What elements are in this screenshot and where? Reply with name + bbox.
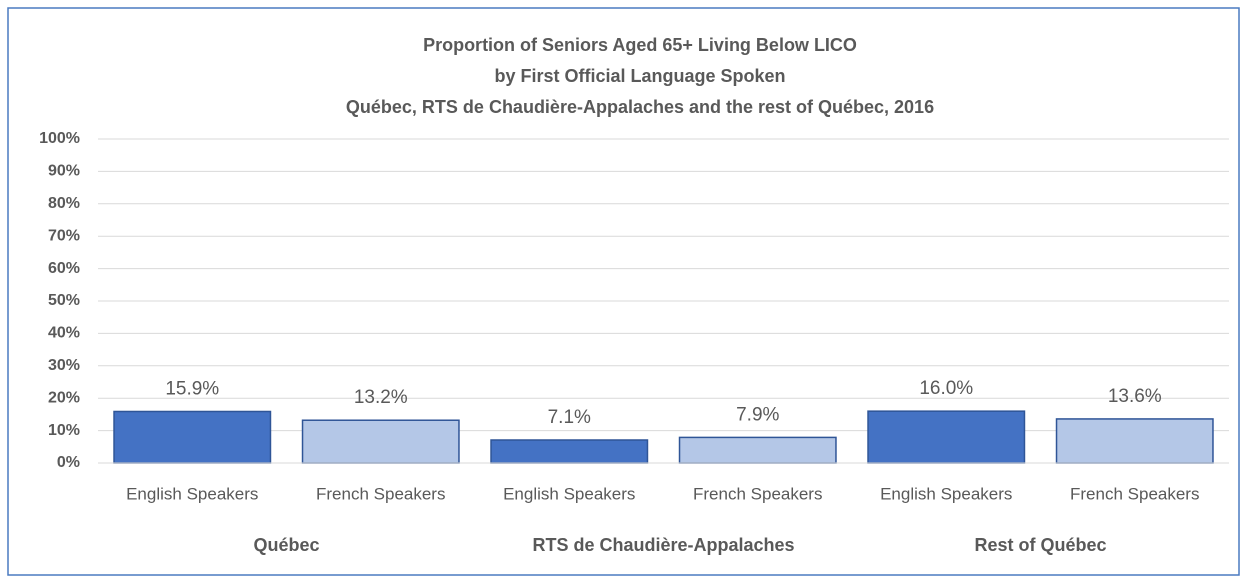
bar: [1055, 418, 1214, 464]
group-label: Québec: [253, 535, 319, 555]
y-tick-label: 10%: [48, 422, 80, 439]
data-label: 15.9%: [165, 378, 219, 399]
data-label: 13.6%: [1108, 386, 1162, 407]
group-label: Rest of Québec: [974, 535, 1106, 555]
bar: [867, 410, 1026, 464]
bar: [490, 439, 649, 464]
data-label: 7.9%: [736, 404, 779, 425]
y-tick-label: 40%: [48, 325, 80, 342]
y-tick-label: 0%: [57, 454, 80, 471]
y-tick-label: 80%: [48, 195, 80, 212]
bar: [678, 436, 837, 464]
chart-title: Proportion of Seniors Aged 65+ Living Be…: [423, 35, 857, 55]
x-tick-label: English Speakers: [126, 484, 258, 503]
frame: [7, 7, 1240, 576]
bar: [113, 410, 272, 464]
y-tick-label: 30%: [48, 357, 80, 374]
y-tick-label: 50%: [48, 292, 80, 309]
group-label: RTS de Chaudière-Appalaches: [532, 535, 794, 555]
data-label: 16.0%: [919, 378, 973, 399]
y-tick-label: 20%: [48, 389, 80, 406]
y-tick-label: 100%: [39, 130, 80, 147]
y-tick-label: 90%: [48, 163, 80, 180]
x-tick-label: English Speakers: [503, 484, 635, 503]
y-tick-label: 70%: [48, 227, 80, 244]
x-tick-label: French Speakers: [316, 484, 445, 503]
y-tick-label: 60%: [48, 260, 80, 277]
chart-title: by First Official Language Spoken: [494, 66, 785, 86]
x-tick-label: English Speakers: [880, 484, 1012, 503]
x-tick-label: French Speakers: [1070, 484, 1199, 503]
x-tick-label: French Speakers: [693, 484, 822, 503]
bar: [301, 419, 460, 464]
data-label: 13.2%: [354, 387, 408, 408]
data-label: 7.1%: [548, 407, 591, 428]
chart-title: Québec, RTS de Chaudière-Appalaches and …: [346, 97, 934, 117]
